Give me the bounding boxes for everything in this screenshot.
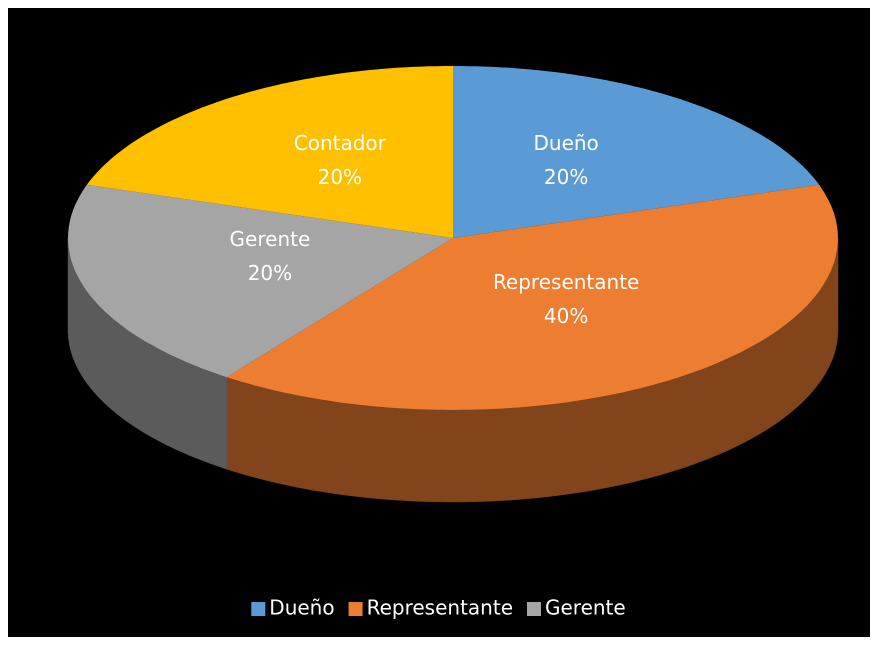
slice-side (67, 238, 227, 470)
legend-label: Representante (367, 596, 513, 620)
data-label-value: 40% (544, 304, 588, 328)
data-label-category: Gerente (230, 227, 311, 251)
data-label-category: Dueño (534, 131, 599, 155)
legend-label: Dueño (269, 596, 334, 620)
legend-label: Gerente (545, 596, 626, 620)
slice (86, 66, 454, 238)
data-label-value: 20% (318, 165, 362, 189)
slice (68, 184, 453, 378)
legend-swatch (526, 602, 541, 616)
legend-swatch (348, 602, 363, 616)
data-label-value: 20% (248, 261, 292, 285)
slice (226, 184, 838, 410)
slice (453, 66, 820, 238)
legend-swatch (251, 602, 266, 616)
data-label-value: 20% (544, 165, 588, 189)
data-label-category: Contador (294, 131, 387, 155)
data-label-category: Representante (493, 270, 639, 294)
legend: Dueño Representante Gerente (251, 596, 626, 620)
